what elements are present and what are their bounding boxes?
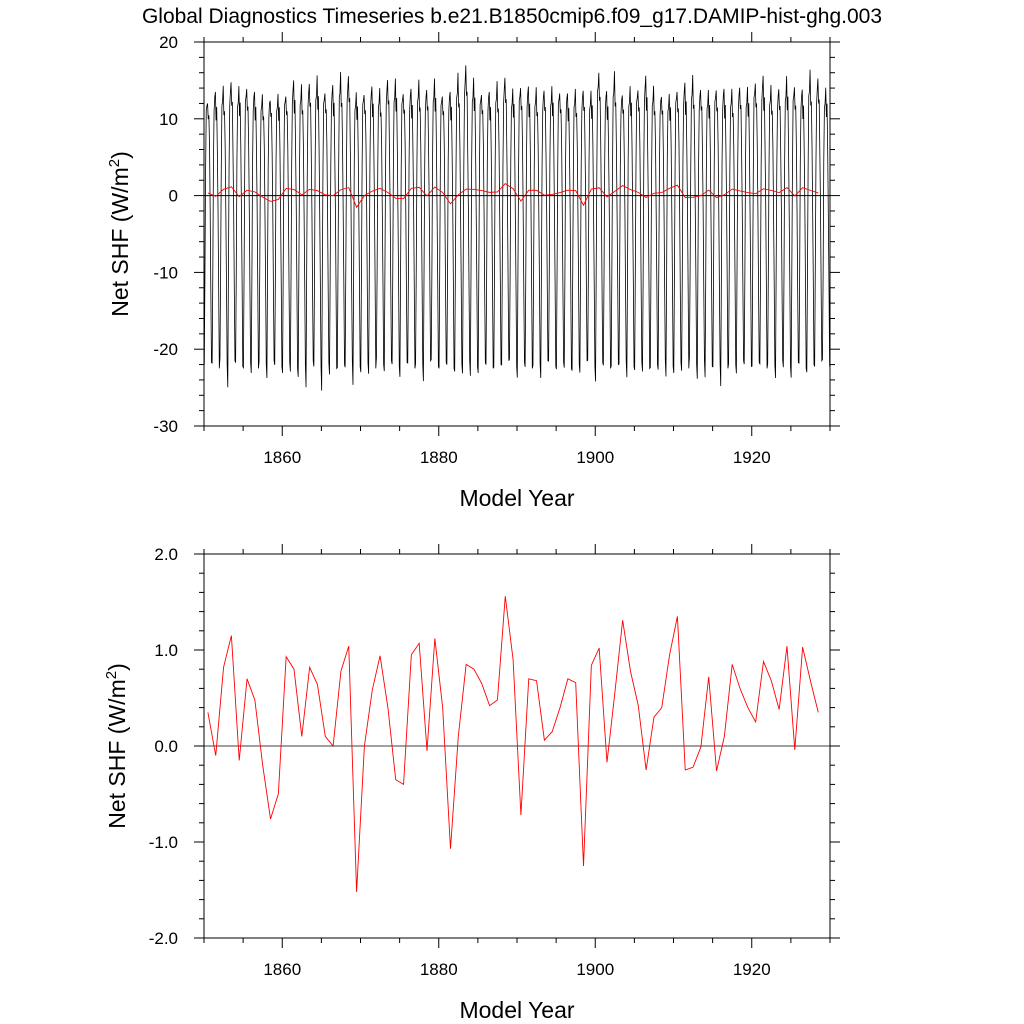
figure-title: Global Diagnostics Timeseries b.e21.B185… [142, 5, 882, 28]
y-tick-label: 2.0 [154, 545, 178, 564]
x-tick-label: 1920 [733, 960, 771, 979]
y-tick-label: 0 [169, 187, 178, 206]
x-tick-label: 1860 [263, 960, 301, 979]
x-tick-label: 1880 [420, 960, 458, 979]
y-tick-label: 1.0 [154, 641, 178, 660]
y-tick-label: -10 [153, 263, 178, 282]
x-tick-label: 1920 [733, 448, 771, 467]
bottom-panel-annual-net-shf: 1860 1880 1900 1920 -2.0 -1.0 0.0 1.0 2.0 Model Y… [103, 544, 840, 1023]
x-tick-label: 1880 [420, 448, 458, 467]
y-axis-label: Net SHF (W/m2) [106, 151, 133, 317]
y-tick-label: 0.0 [154, 737, 178, 756]
y-tick-label: -30 [153, 417, 178, 436]
x-axis-label: Model Year [459, 997, 574, 1023]
x-tick-label: 1900 [576, 960, 614, 979]
y-tick-label: -2.0 [149, 929, 178, 948]
y-tick-label: 10 [159, 110, 178, 129]
x-tick-label: 1900 [576, 448, 614, 467]
annual-mean-net-shf-line [207, 596, 819, 892]
annual-mean-net-shf-line [207, 183, 819, 209]
x-axis-label: Model Year [459, 485, 574, 511]
y-tick-label: -1.0 [149, 833, 178, 852]
y-tick-label: -20 [153, 340, 178, 359]
y-tick-label: 20 [159, 33, 178, 52]
top-panel-monthly-and-annual-net-shf: 1860 1880 1900 1920 -30 -20 -10 0 10 20 Model Year… [106, 32, 840, 511]
y-axis-label: Net SHF (W/m2) [103, 663, 130, 829]
x-tick-label: 1860 [263, 448, 301, 467]
monthly-net-shf-line [204, 65, 830, 391]
